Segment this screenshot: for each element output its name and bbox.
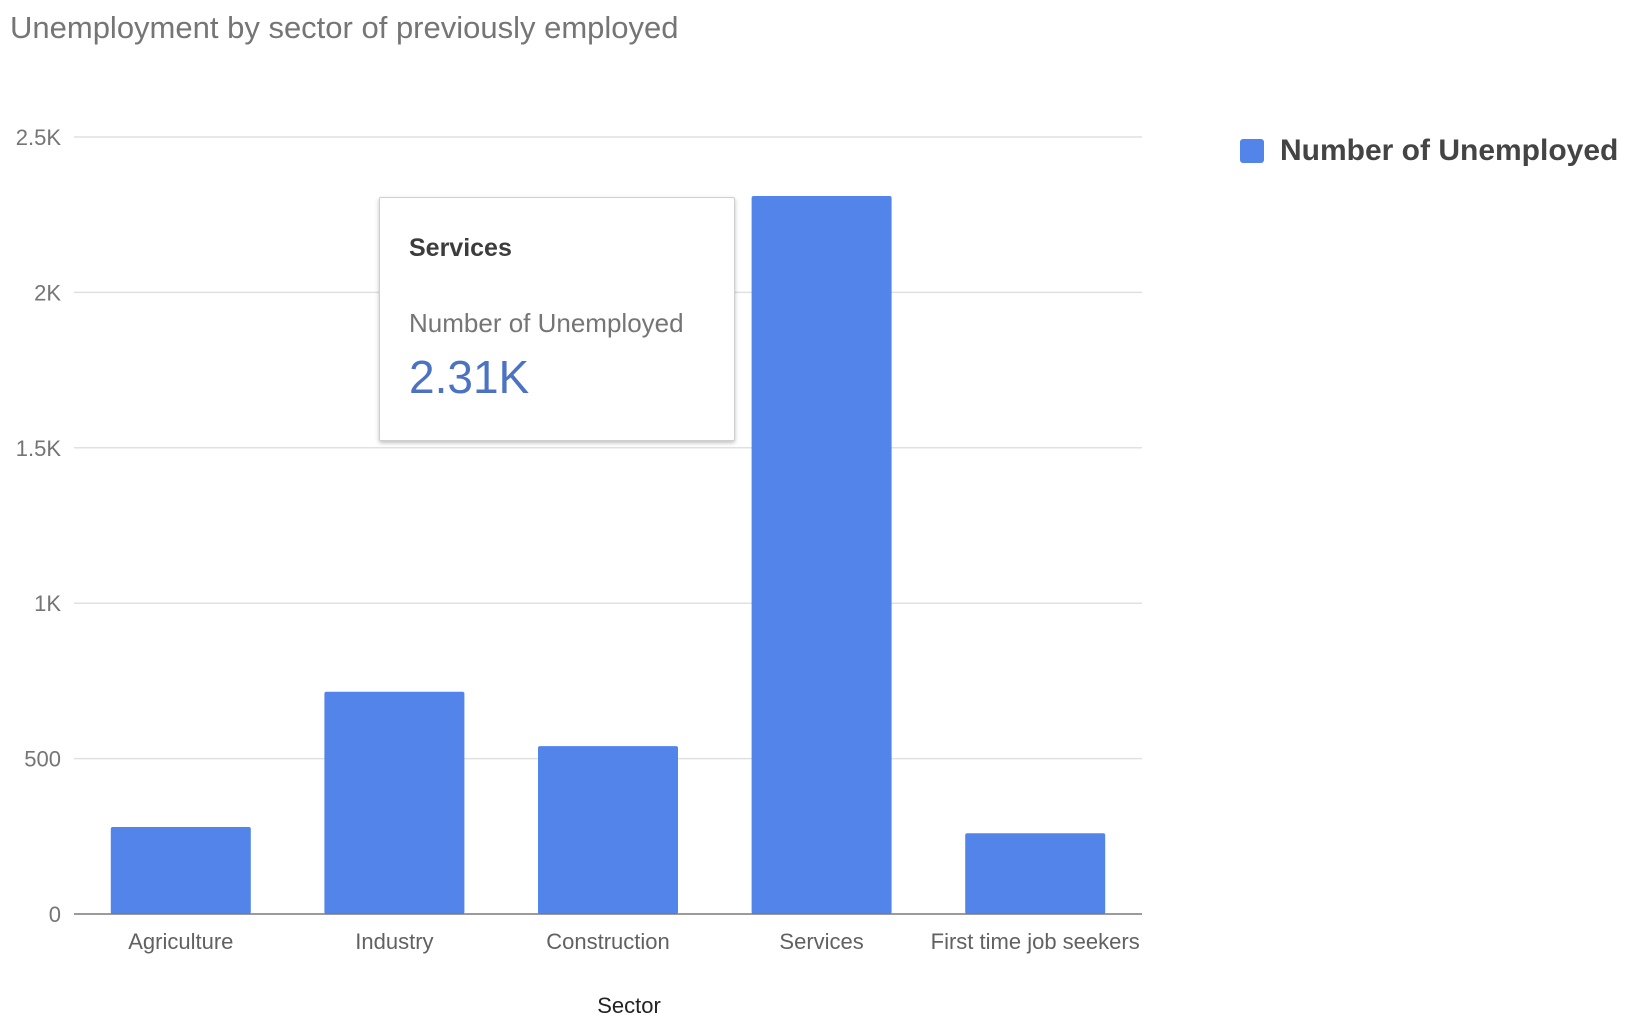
- bar-first-time-job-seekers[interactable]: [965, 833, 1106, 914]
- bar-industry[interactable]: [324, 691, 465, 914]
- y-tick-label: 2K: [34, 280, 61, 305]
- legend-swatch: [1240, 139, 1264, 163]
- tooltip-series-name: Number of Unemployed: [409, 308, 684, 338]
- y-tick-label: 0: [49, 902, 61, 927]
- x-tick-label: Agriculture: [128, 929, 233, 954]
- bar-agriculture[interactable]: [110, 826, 251, 914]
- x-tick-label: First time job seekers: [931, 929, 1140, 954]
- legend[interactable]: Number of Unemployed: [1240, 134, 1618, 168]
- tooltip: Services Number of Unemployed 2.31K: [379, 197, 735, 441]
- y-tick-label: 2.5K: [16, 125, 62, 150]
- y-tick-label: 1K: [34, 591, 61, 616]
- bar-construction[interactable]: [538, 746, 678, 914]
- chart-title: Unemployment by sector of previously emp…: [10, 10, 679, 45]
- legend-label: Number of Unemployed: [1280, 134, 1619, 167]
- x-tick-label: Services: [779, 929, 863, 954]
- tooltip-title: Services: [409, 234, 512, 262]
- y-tick-label: 500: [24, 747, 61, 772]
- x-tick-label: Construction: [546, 929, 670, 954]
- y-tick-label: 1.5K: [16, 436, 62, 461]
- tooltip-value: 2.31K: [409, 351, 530, 403]
- x-tick-label: Industry: [355, 929, 433, 954]
- x-axis-title: Sector: [597, 993, 661, 1018]
- bar-services[interactable]: [751, 196, 892, 914]
